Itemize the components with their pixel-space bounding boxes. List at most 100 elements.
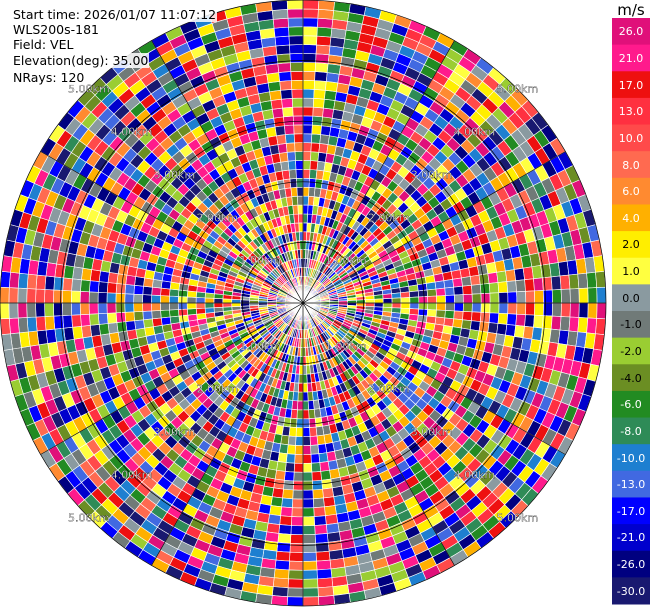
velocity-cell [177, 296, 188, 304]
velocity-cell [452, 277, 463, 288]
velocity-cell [283, 115, 294, 127]
velocity-cell [569, 288, 580, 304]
velocity-cell [316, 26, 333, 38]
velocity-cell [17, 287, 28, 304]
velocity-cell [297, 204, 304, 215]
velocity-cell [8, 302, 19, 319]
velocity-cell [80, 313, 91, 327]
velocity-cell [106, 282, 118, 294]
range-ring-label: 4.00km [454, 126, 496, 139]
velocity-cell [314, 71, 328, 82]
velocity-cell [505, 324, 517, 337]
velocity-cell [487, 271, 499, 284]
velocity-cell [116, 273, 128, 285]
velocity-cell [317, 577, 334, 589]
velocity-cell [480, 302, 491, 314]
velocity-cell [417, 283, 428, 292]
velocity-cell [302, 53, 317, 64]
velocity-cell [462, 293, 473, 304]
velocity-cell [293, 124, 304, 135]
velocity-cell [80, 279, 91, 293]
velocity-cell [275, 44, 291, 56]
range-ring-label: 3.00km [154, 426, 196, 439]
velocity-cell [267, 81, 281, 93]
velocity-cell [577, 272, 589, 289]
velocity-cell [17, 302, 28, 319]
velocity-cell [302, 8, 319, 19]
velocity-cell [434, 280, 446, 290]
velocity-cell [289, 53, 304, 64]
velocity-cell [480, 292, 491, 304]
velocity-cell [479, 312, 491, 323]
velocity-cell [311, 471, 322, 482]
colorbar-tick-label: -21.0 [616, 531, 646, 545]
range-ring-label: 1.00km [239, 254, 281, 267]
velocity-cell [273, 478, 285, 490]
velocity-cell [310, 151, 320, 162]
range-ring-label: 4.00km [454, 468, 496, 481]
velocity-cell [293, 471, 304, 482]
velocity-cell [143, 318, 154, 329]
velocity-cell [302, 35, 318, 46]
velocity-cell [79, 291, 90, 304]
velocity-cell [298, 213, 304, 224]
velocity-cell [292, 204, 299, 215]
velocity-cell [302, 133, 313, 144]
colorbar-tick-label: -4.0 [620, 371, 642, 385]
velocity-cell [302, 97, 315, 108]
velocity-cell [302, 400, 309, 411]
velocity-cell [302, 124, 313, 135]
velocity-cell [311, 462, 322, 473]
velocity-cell [445, 302, 455, 312]
velocity-cell [151, 310, 162, 320]
range-ring-label: 3.00km [411, 426, 453, 439]
velocity-cell [124, 302, 135, 313]
velocity-cell [325, 513, 339, 525]
velocity-cell [98, 323, 110, 336]
colorbar-tick-label: 2.0 [622, 238, 640, 252]
velocity-cell [308, 417, 317, 428]
velocity-cell [269, 89, 282, 101]
velocity-cell [298, 222, 304, 233]
velocity-cell [273, 116, 285, 128]
velocity-cell [294, 151, 304, 161]
velocity-cell [316, 559, 332, 571]
velocity-cell [568, 273, 580, 290]
velocity-cell [296, 418, 304, 429]
velocity-cell [317, 17, 334, 29]
velocity-cell [314, 524, 328, 535]
velocity-cell [559, 316, 571, 332]
velocity-cell [124, 311, 135, 322]
colorbar-tick-label: -1.0 [620, 318, 642, 332]
ppi-plot: 1.00km 2.00km 3.00km 4.00km 5.00km 1.00km 2.00… [0, 0, 607, 607]
velocity-cell [285, 453, 296, 464]
velocity-cell [289, 178, 298, 189]
velocity-cell [435, 309, 446, 319]
velocity-cell [297, 391, 304, 402]
velocity-cell [281, 497, 294, 509]
range-ring-label: 4.00km [111, 126, 153, 139]
velocity-cell [71, 278, 82, 292]
velocity-cell [98, 270, 110, 283]
velocity-cell [278, 524, 292, 535]
velocity-cell [400, 291, 411, 299]
velocity-cell [274, 469, 286, 481]
velocity-cell [142, 310, 153, 321]
velocity-cell [426, 288, 437, 297]
velocity-cell [302, 70, 316, 81]
velocity-cell [569, 302, 580, 318]
field-label: Field: VEL [12, 37, 75, 52]
velocity-cell [302, 462, 313, 473]
velocity-cell [513, 325, 525, 339]
velocity-cell [505, 269, 517, 282]
velocity-cell [487, 322, 499, 335]
velocity-cell [294, 453, 304, 464]
velocity-cell [44, 315, 56, 331]
velocity-cell [316, 434, 326, 446]
velocity-cell [97, 291, 108, 304]
velocity-cell [293, 213, 300, 224]
velocity-cell [274, 35, 290, 47]
velocity-cell [271, 107, 284, 119]
velocity-cell [302, 534, 316, 544]
velocity-cell [213, 298, 224, 304]
